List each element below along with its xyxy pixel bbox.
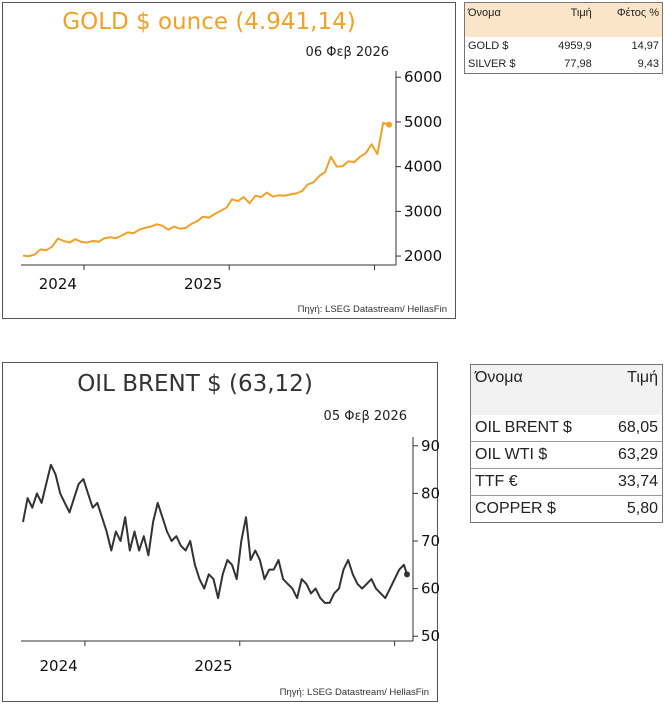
energy-table-header-row: Όνομα Τιμή <box>470 364 663 415</box>
oil-chart-date: 05 Φεβ 2026 <box>323 409 407 424</box>
metals-header-price: Τιμή <box>539 2 595 37</box>
gold-series-line <box>22 121 390 258</box>
metals-table-header-row: Όνομα Τιμή Φέτος % <box>464 2 663 37</box>
gold-y-tick-label: 3000 <box>404 202 442 220</box>
metals-row-ytd: 9,43 <box>637 58 659 70</box>
energy-header-name: Όνομα <box>470 364 602 415</box>
gold-y-tick-label: 2000 <box>404 247 442 265</box>
metals-row-ytd: 14,97 <box>631 40 659 52</box>
table-row: OIL WTI $ 63,29 <box>470 441 663 469</box>
gold-chart-title: GOLD $ ounce (4.941,14) <box>62 9 356 35</box>
energy-header-price: Τιμή <box>601 364 663 415</box>
metals-quote-table: Όνομα Τιμή Φέτος % GOLD $ 4959,9 14,97 S… <box>464 2 663 74</box>
table-row: TTF € 33,74 <box>470 468 663 496</box>
metals-row-price: 77,98 <box>564 58 592 70</box>
gold-x-tick-label: 2025 <box>184 275 222 293</box>
metals-row-name: SILVER $ <box>468 58 516 70</box>
gold-chart-panel: GOLD $ ounce (4.941,14) 06 Φεβ 2026 2000… <box>2 2 456 319</box>
metals-header-name: Όνομα <box>464 2 540 37</box>
metals-header-ytd: Φέτος % <box>594 2 663 37</box>
gold-y-tick-label: 5000 <box>404 113 442 131</box>
oil-line-chart: 50 60 70 80 90 2024 2025 <box>21 437 439 675</box>
oil-y-tick-label: 50 <box>421 627 439 645</box>
oil-series-line <box>22 463 408 604</box>
table-row: OIL BRENT $ 68,05 <box>471 415 663 442</box>
gold-line-chart: 2000 3000 4000 5000 6000 2024 2025 <box>21 68 442 293</box>
table-row: SILVER $ 77,98 9,43 <box>465 55 663 74</box>
energy-row-price: 63,29 <box>601 441 663 469</box>
energy-row-name: COPPER $ <box>470 495 602 523</box>
energy-row-price: 33,74 <box>601 468 663 496</box>
oil-y-tick-label: 60 <box>421 580 439 598</box>
gold-y-tick-label: 4000 <box>404 158 442 176</box>
oil-x-tick-label: 2025 <box>194 657 232 675</box>
oil-y-tick-label: 90 <box>421 437 439 455</box>
gold-chart-date: 06 Φεβ 2026 <box>305 45 389 60</box>
oil-y-tick-label: 80 <box>421 484 439 502</box>
gold-chart-source: Πηγή: LSEG Datastream/ HellasFin <box>297 304 447 315</box>
table-row: GOLD $ 4959,9 14,97 <box>465 37 663 55</box>
table-row: COPPER $ 5,80 <box>470 495 663 523</box>
gold-y-tick-label: 6000 <box>404 68 442 86</box>
metals-row-name: GOLD $ <box>468 40 509 52</box>
oil-chart-title: OIL BRENT $ (63,12) <box>77 371 313 397</box>
energy-row-price: 68,05 <box>617 419 658 436</box>
gold-last-point <box>386 121 392 128</box>
energy-row-price: 5,80 <box>601 495 663 523</box>
oil-chart-panel: OIL BRENT $ (63,12) 05 Φεβ 2026 50 60 70 80… <box>2 362 439 702</box>
oil-chart-source: Πηγή: LSEG Datastream/ HellasFin <box>279 687 429 698</box>
energy-row-name: TTF € <box>470 468 602 496</box>
energy-row-name: OIL BRENT $ <box>475 419 572 436</box>
oil-y-tick-label: 70 <box>421 532 439 550</box>
energy-row-name: OIL WTI $ <box>470 441 602 469</box>
gold-x-tick-label: 2024 <box>39 275 77 293</box>
metals-row-price: 4959,9 <box>558 40 592 52</box>
oil-x-tick-label: 2024 <box>40 657 78 675</box>
oil-last-point <box>404 571 410 578</box>
energy-quote-table: Όνομα Τιμή OIL BRENT $ 68,05 OIL WTI $ 6… <box>470 364 663 523</box>
